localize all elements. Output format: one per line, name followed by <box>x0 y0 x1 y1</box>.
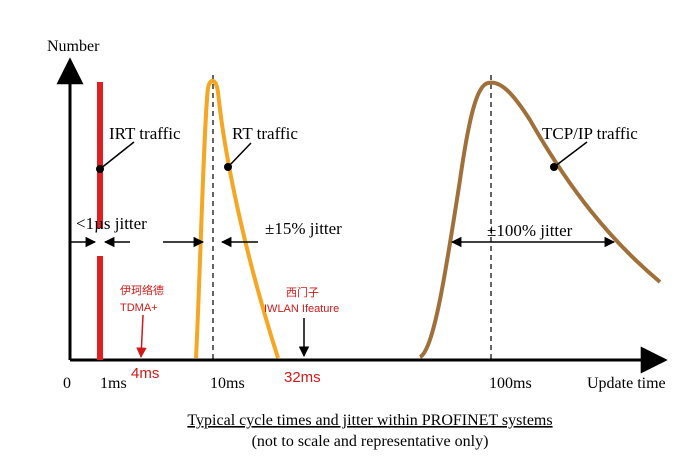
caption-line1: Typical cycle times and jitter within PR… <box>187 412 552 429</box>
tick-label-100ms: 100ms <box>489 375 532 392</box>
irt-leader-line <box>99 141 135 170</box>
rt-jitter-label: ±15% jitter <box>265 219 342 238</box>
tick-label-10ms: 10ms <box>210 375 245 392</box>
tdma-arrow <box>136 314 147 359</box>
tcp-jitter-label: ±100% jitter <box>487 221 573 240</box>
iwlan-note-line1: 西门子 <box>286 285 319 299</box>
tcp-leader-dot <box>550 163 558 171</box>
rt-leader-line <box>227 142 252 168</box>
iwlan-note-line2: IWLAN Ifeature <box>264 303 339 315</box>
irt-traffic-label: IRT traffic <box>109 124 181 143</box>
origin-label: 0 <box>63 375 71 392</box>
tcp-curve <box>418 80 662 359</box>
tcp-traffic-label: TCP/IP traffic <box>542 124 638 143</box>
iwlan-value: 32ms <box>284 369 321 386</box>
tdma-note-line1: 伊珂络德 <box>120 283 164 297</box>
tick-label-1ms: 1ms <box>100 375 127 392</box>
irt-bar-upper <box>97 82 103 228</box>
irt-bar-lower <box>97 256 103 360</box>
rt-curve <box>194 79 280 359</box>
tdma-value: 4ms <box>131 365 159 382</box>
irt-jitter-label: <1µs jitter <box>76 214 147 233</box>
irt-leader-dot <box>96 165 104 173</box>
tcp-leader-line <box>553 141 588 168</box>
x-axis-label: Update time <box>587 375 666 392</box>
rt-traffic-label: RT traffic <box>232 124 298 143</box>
caption-line2: (not to scale and representative only) <box>252 433 489 450</box>
tdma-note-line2: TDMA+ <box>120 302 158 314</box>
rt-leader-dot <box>224 163 232 171</box>
y-axis-label: Number <box>47 38 100 55</box>
